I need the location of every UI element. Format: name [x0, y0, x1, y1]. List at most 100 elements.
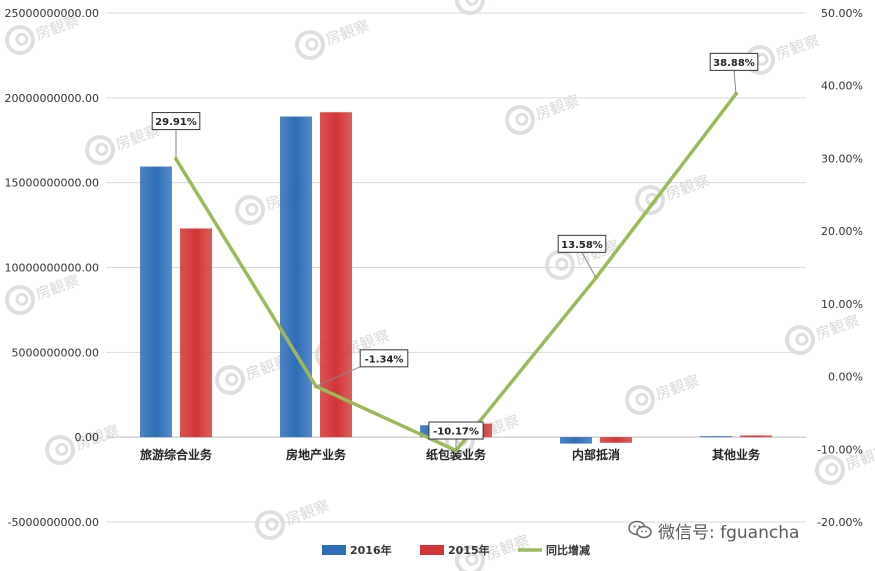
watermark-text: 房観察: [323, 16, 371, 48]
watermark-stamp: 房観察: [85, 121, 162, 165]
watermark-stamp: 房観察: [625, 371, 702, 415]
legend-label: 2015年: [448, 543, 490, 557]
category-label: 旅游综合业务: [140, 447, 213, 462]
left-axis: -5000000000.00 0.00 5000000000.00 100000000…: [5, 7, 99, 529]
watermark-logo-icon: [235, 195, 265, 225]
watermark-logo-icon: [15, 292, 29, 306]
right-tick-label: -20.00%: [817, 516, 863, 529]
bar-2016: [280, 116, 312, 438]
data-label: 13.58%: [561, 240, 603, 251]
watermark-logo-icon: [295, 30, 325, 60]
watermark-text: 房観察: [483, 0, 531, 4]
watermark-logo-icon: [625, 385, 655, 415]
watermark-stamp: 房観察: [295, 16, 372, 60]
data-label-box: [359, 349, 409, 368]
watermark-logo-icon: [5, 25, 35, 55]
watermark-text: 房観察: [663, 171, 711, 203]
watermark-logo-icon: [305, 37, 319, 51]
data-label: 38.88%: [713, 58, 755, 69]
watermark-logo-icon: [515, 112, 529, 126]
watermark-logo-icon: [455, 545, 485, 571]
bar-2015: [740, 435, 772, 438]
watermark-text: 房観察: [533, 91, 581, 123]
leader-line: [581, 252, 597, 279]
legend-swatch: [322, 545, 346, 555]
left-tick-label: 5000000000.00: [12, 346, 99, 359]
left-tick-label: 0.00: [75, 431, 100, 444]
left-tick-label: 15000000000.00: [5, 177, 99, 190]
watermark-logo-icon: [825, 462, 839, 476]
data-label: 29.91%: [155, 117, 197, 128]
watermark-logo-icon: [795, 332, 809, 346]
watermark-text: 房観察: [773, 31, 821, 63]
right-tick-label: 20.00%: [821, 225, 863, 238]
watermark-logo-icon: [45, 435, 75, 465]
wechat-id-text: 微信号: fguancha: [658, 522, 800, 543]
data-label: -1.34%: [365, 354, 404, 365]
watermark-logo-icon: [245, 202, 259, 216]
left-tick-label: 20000000000.00: [5, 92, 99, 105]
watermark-logo-icon: [215, 365, 245, 395]
watermark-logo-icon: [255, 510, 285, 540]
bar-2016: [700, 436, 732, 438]
watermark-logo-icon: [505, 105, 535, 135]
right-axis: -20.00% -10.00% 0.00% 10.00% 20.00% 30.00% 40.…: [817, 7, 863, 529]
category-axis: 旅游综合业务 房地产业务 纸包装业务 内部抵消 其他业务: [140, 447, 761, 462]
category-label: 内部抵消: [572, 447, 620, 462]
data-label-box: [557, 234, 607, 253]
watermark-logo-icon: [815, 455, 845, 485]
watermark-logo-icon: [555, 257, 569, 271]
right-tick-label: 30.00%: [821, 152, 863, 165]
watermark-logo-icon: [265, 517, 279, 531]
watermark-text: 房観察: [653, 371, 701, 403]
gridlines: [106, 12, 806, 523]
watermark-logo-icon: [225, 372, 239, 386]
watermark-logo-icon: [5, 285, 35, 315]
category-label: 房地产业务: [286, 447, 347, 462]
watermark-logo-icon: [635, 185, 665, 215]
watermark-logo-icon: [15, 32, 29, 46]
legend: 2016年 2015年 同比增减: [322, 543, 590, 557]
watermark-text: 房観察: [813, 311, 861, 343]
watermark-logo-icon: [85, 135, 115, 165]
leader-line: [315, 366, 361, 387]
data-label-box: [709, 52, 759, 71]
right-tick-label: 40.00%: [821, 80, 863, 93]
bar-2015: [320, 112, 352, 438]
watermark-logo-icon: [465, 0, 479, 6]
watermark-logo-icon: [465, 552, 479, 566]
bar-2016: [560, 437, 592, 444]
watermark-stamp: 房観察: [255, 496, 332, 540]
data-labels: 29.91% -1.34% -10.17% 13.58% 38.88%: [151, 52, 759, 451]
watermark-stamp: 房観察: [505, 91, 582, 135]
left-tick-label: 25000000000.00: [5, 7, 99, 20]
watermark-text: 房観察: [283, 496, 331, 528]
data-label-box: [428, 421, 484, 440]
watermark-text: 房観察: [483, 531, 531, 563]
right-tick-label: 50.00%: [821, 7, 863, 20]
right-tick-label: -10.00%: [817, 443, 863, 456]
legend-label: 同比增减: [546, 543, 590, 557]
watermark-stamp: 房観察: [785, 311, 862, 355]
watermark-logo-icon: [455, 0, 485, 15]
category-label: 其他业务: [712, 447, 761, 462]
watermark-logo-icon: [545, 250, 575, 280]
right-tick-label: 0.00%: [828, 371, 863, 384]
left-tick-label: 10000000000.00: [5, 262, 99, 275]
data-label-box: [151, 112, 201, 131]
wechat-watermark: 微信号: fguancha: [628, 516, 868, 544]
watermark-logo-icon: [95, 142, 109, 156]
watermark-logo-icon: [635, 392, 649, 406]
watermark-text: 房観察: [33, 271, 81, 303]
leader-line: [733, 70, 737, 94]
legend-swatch: [420, 545, 444, 555]
watermark-stamp: 房観察: [455, 0, 532, 15]
wechat-icon: [628, 520, 652, 539]
right-tick-label: 10.00%: [821, 298, 863, 311]
left-tick-label: -5000000000.00: [8, 516, 99, 529]
watermark-logo-icon: [55, 442, 69, 456]
data-label: -10.17%: [433, 427, 479, 438]
bar-2016: [140, 166, 172, 438]
